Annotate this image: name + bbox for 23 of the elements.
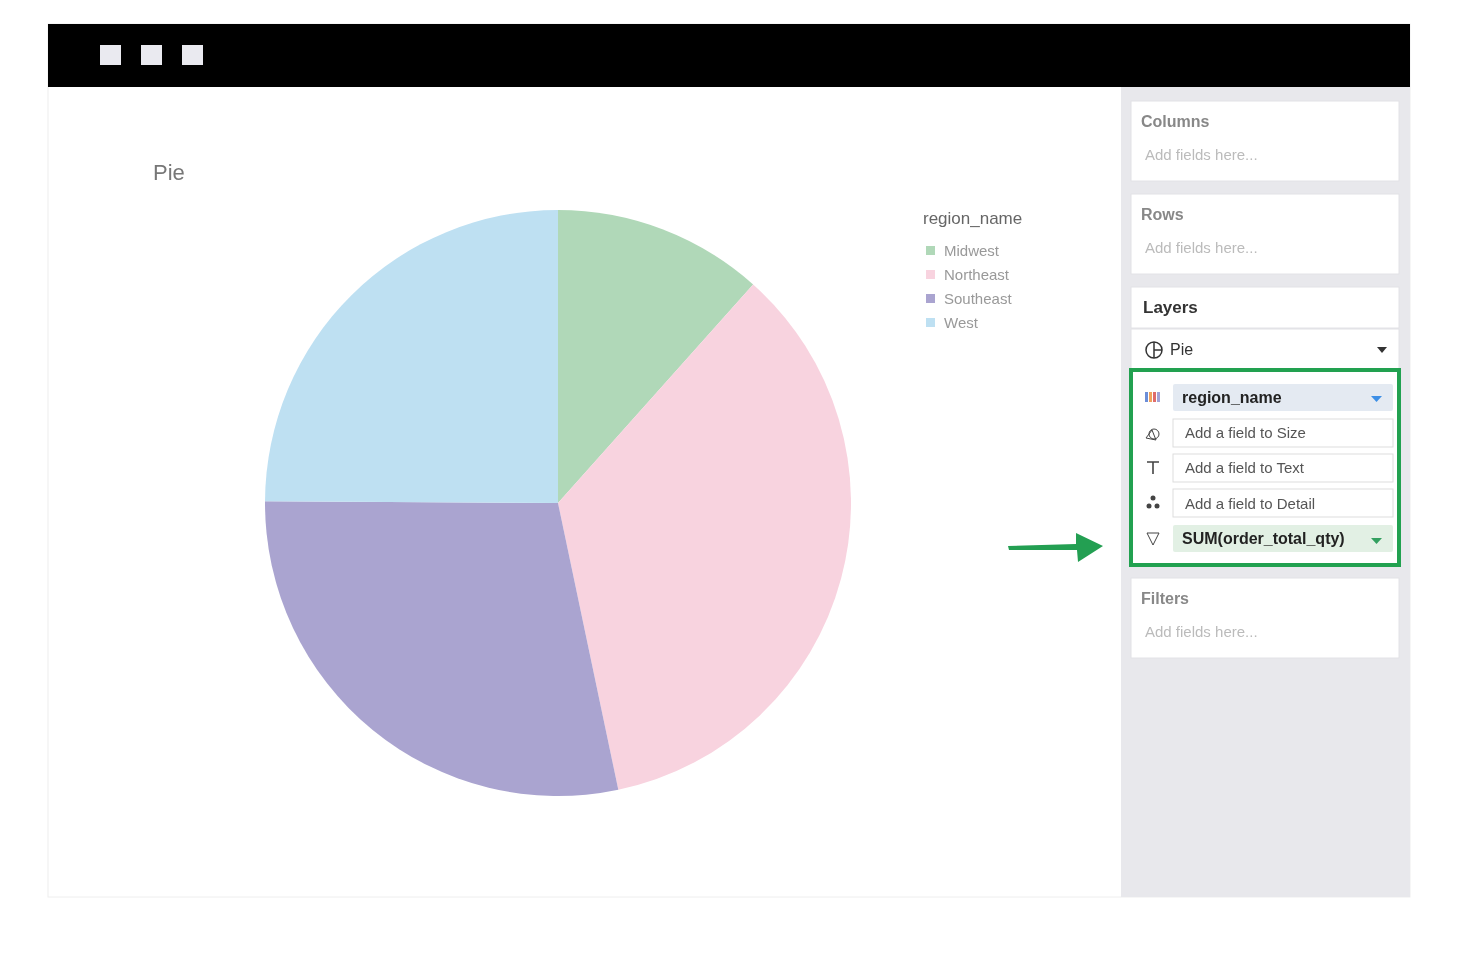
text: Add a field to Text — [1185, 459, 1305, 476]
pie-slice — [558, 210, 754, 503]
pie-slice — [558, 284, 851, 790]
text: Add fields here... — [1145, 239, 1258, 256]
legend-label: Northeast — [944, 266, 1010, 283]
text: Add a field to Detail — [1185, 495, 1316, 512]
legend-title: region_name — [923, 209, 1023, 228]
pie-slice — [265, 501, 619, 796]
text: Layers — [1143, 298, 1198, 317]
text: Filters — [1141, 590, 1190, 607]
text: Rows — [1141, 206, 1184, 223]
text: Pie — [1170, 341, 1194, 358]
text: Add fields here... — [1145, 623, 1258, 640]
legend-label: Midwest — [944, 242, 1000, 259]
text: region_name — [1182, 389, 1282, 406]
chart-title: Pie — [153, 160, 185, 185]
pie-slice — [265, 210, 558, 503]
text: Columns — [1141, 113, 1210, 130]
text: Add fields here... — [1145, 146, 1258, 163]
text: SUM(order_total_qty) — [1182, 530, 1345, 547]
legend-label: Southeast — [944, 290, 1013, 307]
legend-label: West — [944, 314, 979, 331]
text: Add a field to Size — [1185, 424, 1306, 441]
